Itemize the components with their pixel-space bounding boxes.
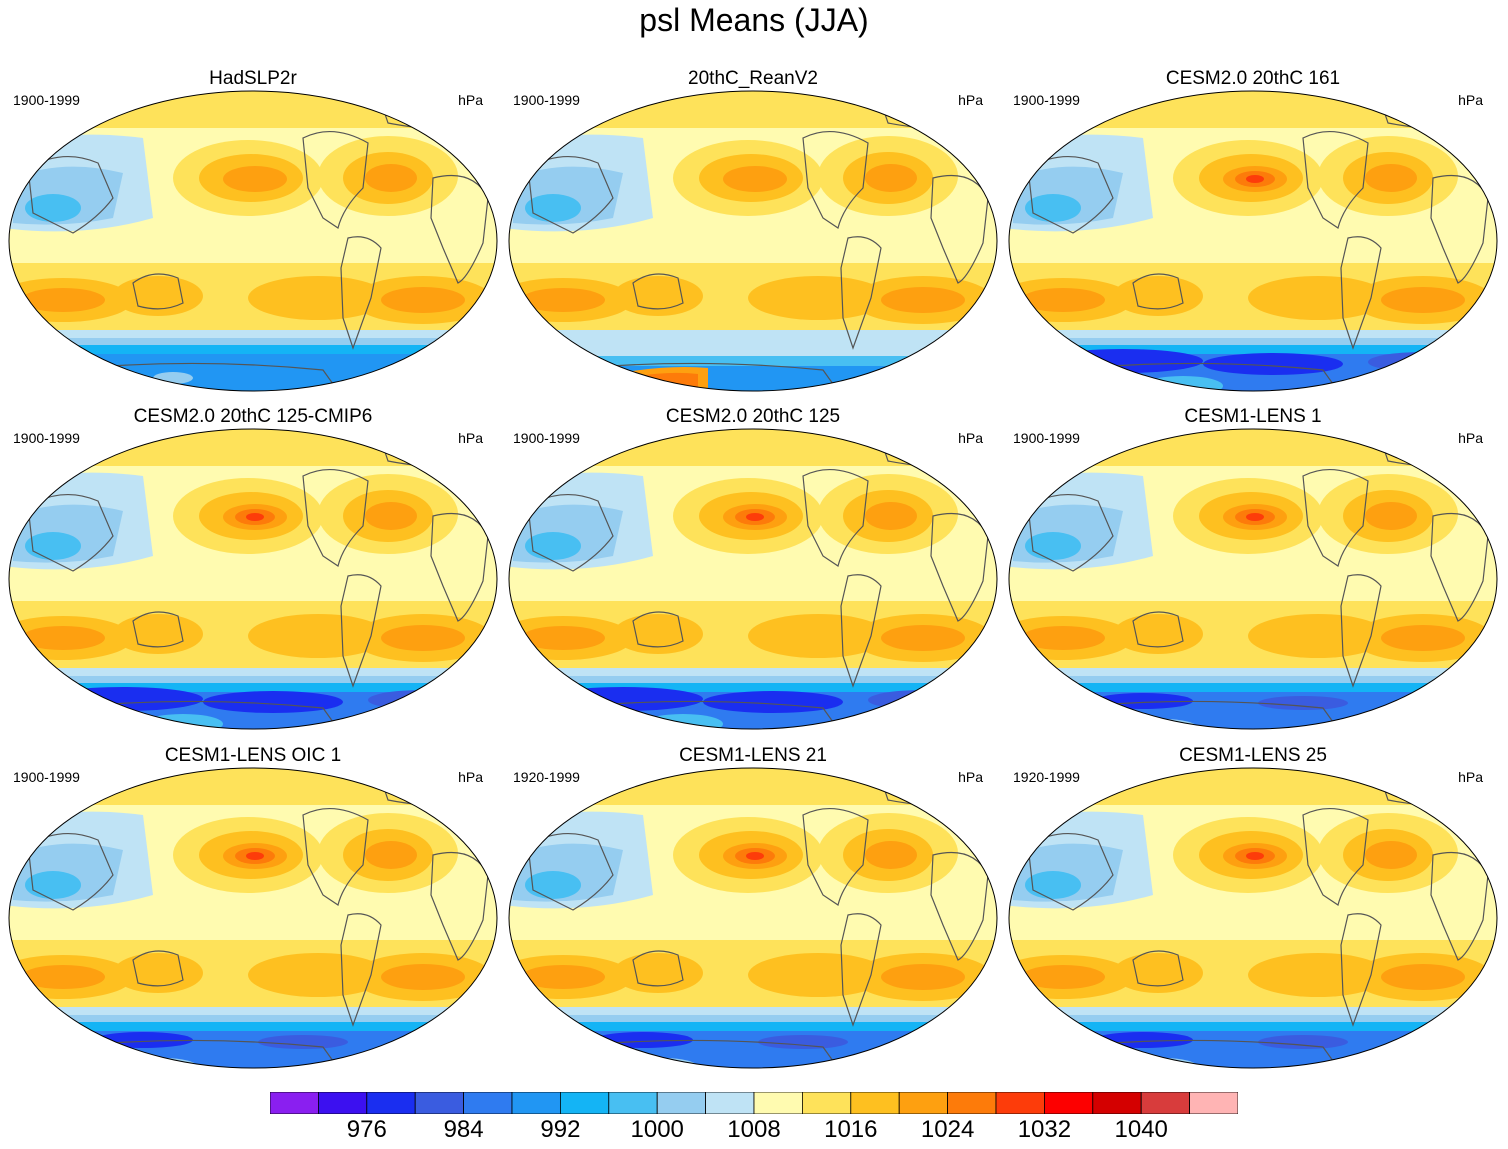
colorbar-swatch: [318, 1092, 368, 1114]
map-plot: [1008, 767, 1498, 1069]
colorbar-swatch: [705, 1092, 755, 1114]
map-plot: [508, 90, 998, 392]
panel-period: 1900-1999: [513, 92, 580, 108]
map-plot: [1008, 90, 1498, 392]
map-plot: [8, 90, 498, 392]
main-title: psl Means (JJA): [639, 2, 869, 38]
panel-title: CESM2.0 20thC 161: [1165, 68, 1341, 89]
panel-title: CESM1-LENS OIC 1: [164, 745, 342, 766]
colorbar-swatch: [656, 1092, 707, 1114]
colorbar-swatch: [1140, 1092, 1191, 1114]
colorbar-label: 1016: [824, 1116, 878, 1143]
panel-title: CESM2.0 20thC 125: [665, 406, 841, 427]
panel-period: 1900-1999: [1013, 430, 1080, 446]
colorbar-label: 1024: [920, 1116, 975, 1143]
panel-period: 1900-1999: [13, 92, 80, 108]
colorbar-swatch: [463, 1092, 513, 1114]
colorbar-swatch: [947, 1092, 997, 1114]
panel-units: hPa: [458, 430, 483, 446]
map-panel: CESM2.0 20thC 161 1900-1999 hPa: [1003, 68, 1503, 398]
panel-units: hPa: [958, 92, 983, 108]
colorbar-swatch: [414, 1092, 464, 1114]
map-panel: CESM1-LENS 25 1920-1999 hPa: [1003, 745, 1503, 1075]
colorbar-label: 1008: [727, 1116, 781, 1143]
panel-units: hPa: [958, 430, 983, 446]
panel-title: CESM2.0 20thC 125-CMIP6: [133, 406, 373, 427]
colorbar-swatch: [511, 1092, 561, 1114]
map-panel: HadSLP2r 1900-1999 hPa: [3, 68, 503, 398]
panel-title: CESM1-LENS 25: [1179, 745, 1327, 766]
map-panel: CESM2.0 20thC 125-CMIP6 1900-1999 hPa: [3, 406, 503, 736]
colorbar-swatch: [559, 1092, 610, 1114]
colorbar-swatch: [1092, 1092, 1142, 1114]
panel-units: hPa: [458, 92, 483, 108]
panel-period: 1900-1999: [513, 430, 580, 446]
panel-period: 1900-1999: [1013, 92, 1080, 108]
colorbar-swatch: [850, 1092, 900, 1114]
map-plot: [508, 767, 998, 1069]
map-plot: [8, 767, 498, 1069]
panel-period: 1900-1999: [13, 769, 80, 785]
panel-units: hPa: [1458, 92, 1483, 108]
panel-period: 1900-1999: [13, 430, 80, 446]
map-plot: [508, 428, 998, 730]
colorbar-label: 1040: [1114, 1116, 1168, 1143]
map-panel: CESM1-LENS OIC 1 1900-1999 hPa: [3, 745, 503, 1075]
map-panel: CESM1-LENS 21 1920-1999 hPa: [503, 745, 1003, 1075]
colorbar-label: 1032: [1017, 1116, 1072, 1143]
map-panel: CESM2.0 20thC 125 1900-1999 hPa: [503, 406, 1003, 736]
colorbar-swatch: [995, 1092, 1045, 1114]
colorbar-label: 976: [346, 1116, 387, 1143]
colorbar-swatch: [608, 1092, 658, 1114]
colorbar-swatch: [270, 1092, 319, 1114]
panel-units: hPa: [1458, 769, 1483, 785]
panel-period: 1920-1999: [1013, 769, 1080, 785]
colorbar-swatch: [1044, 1092, 1094, 1114]
colorbar-swatch: [802, 1092, 852, 1114]
panel-title: CESM1-LENS 21: [679, 745, 827, 766]
map-panel: CESM1-LENS 1 1900-1999 hPa: [1003, 406, 1503, 736]
colorbar: [270, 1092, 1238, 1114]
panel-units: hPa: [958, 769, 983, 785]
colorbar-label: 984: [443, 1116, 484, 1143]
panel-title: HadSLP2r: [209, 68, 297, 89]
panel-units: hPa: [458, 769, 483, 785]
map-panel: 20thC_ReanV2 1900-1999 hPa: [503, 68, 1003, 398]
panel-title: CESM1-LENS 1: [1184, 406, 1322, 427]
colorbar-swatch: [1189, 1092, 1238, 1114]
map-plot: [1008, 428, 1498, 730]
panel-units: hPa: [1458, 430, 1483, 446]
colorbar-label: 992: [540, 1116, 581, 1143]
colorbar-swatch: [898, 1092, 949, 1114]
colorbar-swatch: [366, 1092, 416, 1114]
colorbar-swatch: [753, 1092, 803, 1114]
colorbar-label: 1000: [630, 1116, 684, 1143]
map-plot: [8, 428, 498, 730]
panel-period: 1920-1999: [513, 769, 580, 785]
panel-title: 20thC_ReanV2: [688, 68, 818, 89]
